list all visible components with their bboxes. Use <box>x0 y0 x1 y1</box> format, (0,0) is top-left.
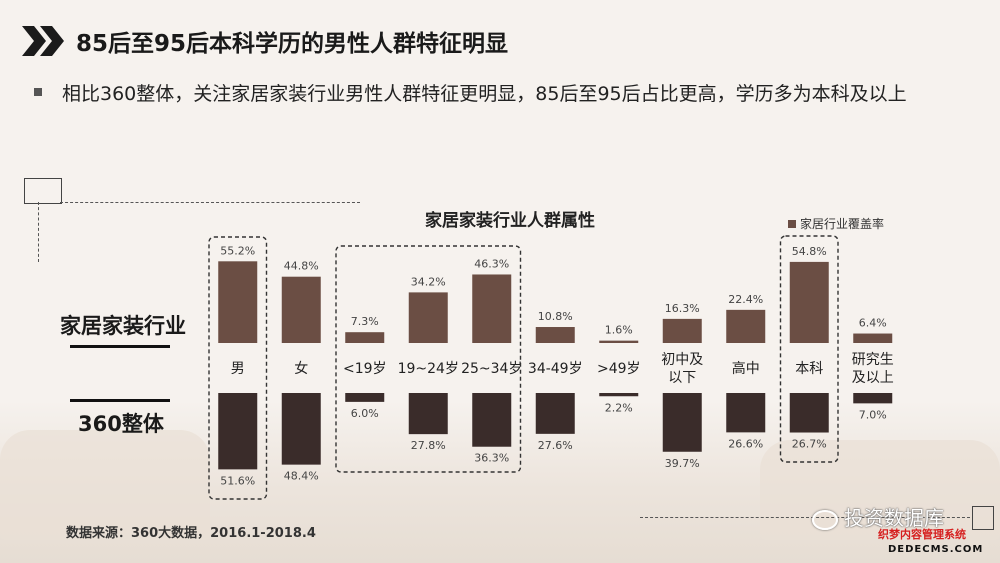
data-source: 数据来源：360大数据，2016.1-2018.4 <box>66 526 316 541</box>
category-label-8: 高中 <box>732 360 760 377</box>
wechat-icon <box>812 509 838 530</box>
category-label-6: >49岁 <box>597 361 641 377</box>
watermark-text: 投资数据库 <box>844 506 944 530</box>
value-label-overall-4: 36.3% <box>474 452 509 465</box>
bar-industry-2 <box>345 332 385 343</box>
value-label-industry-8: 22.4% <box>728 293 763 306</box>
site-mark: 织梦内容管理系统 <box>878 528 966 541</box>
background-sofa-left <box>0 430 210 540</box>
legend-label: 家居行业覆盖率 <box>800 217 885 231</box>
chart-title: 家居家装行业人群属性 <box>425 211 595 231</box>
value-label-overall-5: 27.6% <box>538 439 573 452</box>
bar-overall-2 <box>345 393 385 402</box>
value-label-overall-2: 6.0% <box>351 407 379 420</box>
row-label-industry: 家居家装行业 <box>60 314 186 338</box>
decorative-frame <box>24 178 62 204</box>
bar-overall-4 <box>472 393 512 447</box>
category-label-1: 女 <box>294 360 308 377</box>
value-label-industry-10: 6.4% <box>859 317 887 330</box>
category-label-5: 34-49岁 <box>528 361 583 377</box>
value-label-industry-4: 46.3% <box>474 257 509 270</box>
bar-overall-1 <box>281 393 321 465</box>
row-divider-top <box>70 345 170 348</box>
decorative-dashed-line-bottom <box>640 517 970 518</box>
row-label-overall: 360整体 <box>78 412 164 436</box>
highlight-box-0 <box>208 236 268 500</box>
page-title: 85后至95后本科学历的男性人群特征明显 <box>76 31 509 57</box>
bar-overall-5 <box>535 393 575 434</box>
bar-overall-8 <box>726 393 766 433</box>
value-label-overall-0: 51.6% <box>220 474 255 487</box>
category-label-7: 初中及以下 <box>661 351 703 386</box>
chart-legend: 家居行业覆盖率 <box>788 215 884 232</box>
chevrons-icon <box>22 26 64 56</box>
value-label-industry-3: 34.2% <box>411 275 446 288</box>
decorative-dashed-line <box>60 202 360 203</box>
bar-industry-6 <box>599 340 639 343</box>
bar-overall-7 <box>662 393 702 452</box>
bar-industry-10 <box>853 333 893 343</box>
bar-industry-5 <box>535 327 575 343</box>
site-domain: DEDECMS.COM <box>888 544 984 555</box>
bar-overall-6 <box>599 393 639 397</box>
bar-industry-4 <box>472 274 512 343</box>
bar-industry-7 <box>662 318 702 343</box>
category-label-2: <19岁 <box>343 361 387 377</box>
bar-industry-8 <box>726 309 766 343</box>
value-label-industry-0: 55.2% <box>220 244 255 257</box>
bar-industry-0 <box>218 261 258 343</box>
category-label-0: 男 <box>231 361 245 377</box>
value-label-overall-6: 2.2% <box>605 401 633 414</box>
value-label-industry-9: 54.8% <box>792 245 827 258</box>
category-label-10: 研究生及以上 <box>852 352 894 386</box>
highlight-box-2 <box>779 235 839 463</box>
bar-industry-9 <box>789 261 829 343</box>
value-label-industry-5: 10.8% <box>538 310 573 323</box>
value-label-overall-8: 26.6% <box>728 437 763 450</box>
watermark: 投资数据库 <box>812 502 944 531</box>
value-label-overall-9: 26.7% <box>792 438 827 451</box>
value-label-overall-1: 48.4% <box>284 470 319 483</box>
bar-overall-0 <box>218 393 258 470</box>
row-divider-bottom <box>70 399 170 402</box>
value-label-overall-10: 7.0% <box>859 408 887 421</box>
value-label-industry-2: 7.3% <box>351 315 379 328</box>
bar-overall-10 <box>853 393 893 404</box>
bullet-marker <box>34 88 42 96</box>
value-label-industry-6: 1.6% <box>605 324 633 337</box>
category-label-3: 19~24岁 <box>398 361 459 377</box>
value-label-overall-7: 39.7% <box>665 457 700 470</box>
value-label-industry-1: 44.8% <box>284 260 319 273</box>
highlight-box-1 <box>335 245 522 473</box>
bar-overall-9 <box>789 393 829 433</box>
background-sofa-right <box>760 440 1000 540</box>
summary-text: 相比360整体，关注家居家装行业男性人群特征更明显，85后至95后占比更高，学历… <box>62 83 907 105</box>
bar-industry-1 <box>281 276 321 343</box>
value-label-industry-7: 16.3% <box>665 302 700 315</box>
category-label-4: 25~34岁 <box>461 361 522 377</box>
legend-swatch <box>788 220 796 228</box>
bar-overall-3 <box>408 393 448 435</box>
value-label-overall-3: 27.8% <box>411 439 446 452</box>
bar-industry-3 <box>408 292 448 343</box>
decorative-dashed-line-vertical <box>38 202 39 262</box>
decorative-frame-bottom <box>972 506 994 530</box>
category-label-9: 本科 <box>795 361 823 377</box>
